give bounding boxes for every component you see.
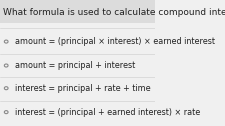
Text: What formula is used to calculate compound interest: What formula is used to calculate compou… — [3, 8, 225, 17]
Text: interest = (principal + earned interest) × rate: interest = (principal + earned interest)… — [16, 108, 201, 117]
Text: interest = principal + rate + time: interest = principal + rate + time — [16, 84, 151, 93]
Text: amount = (principal × interest) × earned interest: amount = (principal × interest) × earned… — [16, 37, 216, 46]
Text: amount = principal + interest: amount = principal + interest — [16, 61, 136, 70]
FancyBboxPatch shape — [0, 0, 155, 23]
